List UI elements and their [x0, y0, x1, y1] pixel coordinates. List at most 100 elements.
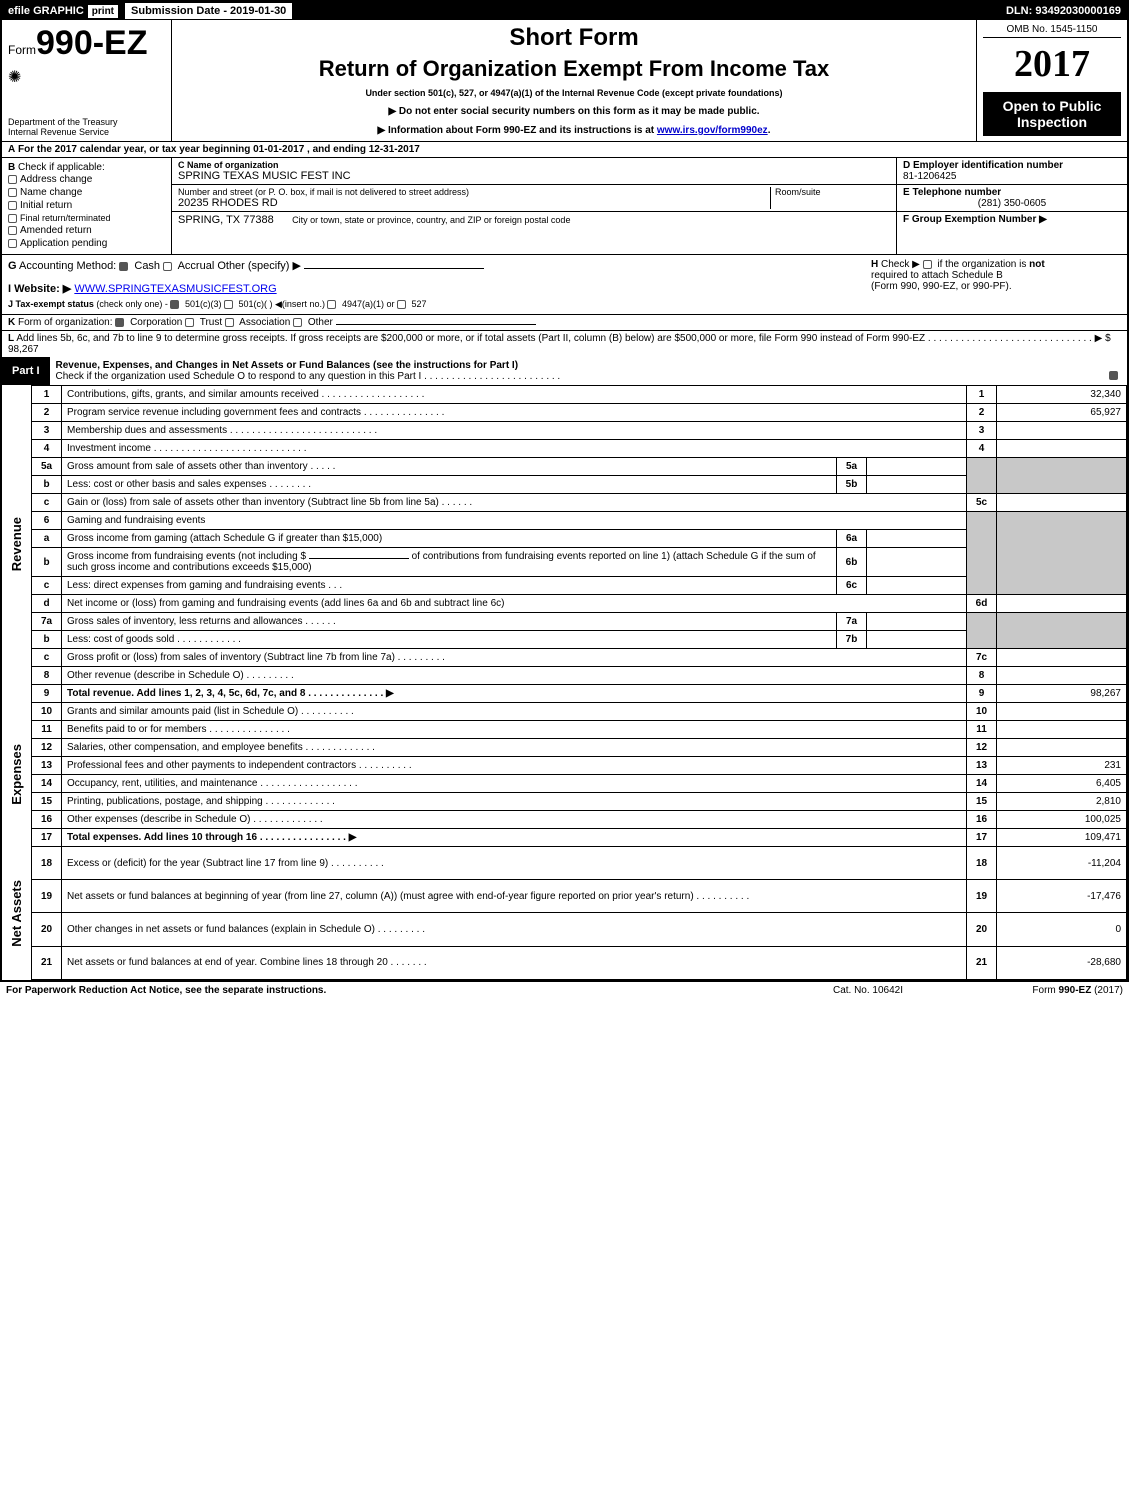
- line-8-desc: Other revenue (describe in Schedule O) .…: [62, 667, 967, 685]
- line-6b-sub: 6b: [837, 548, 867, 577]
- checkbox-trust-icon[interactable]: [185, 318, 194, 327]
- line-6b-blank[interactable]: [309, 558, 409, 559]
- c-name-label: C Name of organization: [178, 160, 890, 170]
- checkbox-accrual-icon[interactable]: [163, 262, 172, 271]
- line-5b-subval: [867, 476, 967, 494]
- line-15-desc: Printing, publications, postage, and shi…: [62, 793, 967, 811]
- line-1-box: 1: [967, 386, 997, 404]
- ein-value: 81-1206425: [903, 171, 1121, 182]
- line-11-value: [997, 721, 1127, 739]
- omb-number: OMB No. 1545-1150: [983, 24, 1121, 38]
- checkbox-icon: [8, 188, 17, 197]
- line-6a-subval: [867, 530, 967, 548]
- line-19-desc: Net assets or fund balances at beginning…: [62, 880, 967, 913]
- checkbox-icon: [8, 226, 17, 235]
- line-20-num: 20: [32, 913, 62, 946]
- ssn-warning: ▶ Do not enter social security numbers o…: [182, 106, 966, 117]
- checkbox-h-icon[interactable]: [923, 260, 932, 269]
- check-initial-return[interactable]: Initial return: [8, 199, 165, 212]
- line-18-value: -11,204: [997, 847, 1127, 880]
- irs-link[interactable]: www.irs.gov/form990ez: [657, 125, 768, 136]
- line-2-num: 2: [32, 404, 62, 422]
- line-5a-num: 5a: [32, 458, 62, 476]
- grey-cell: [967, 458, 997, 494]
- info-pre: ▶ Information about Form 990-EZ and its …: [378, 125, 657, 136]
- checkbox-501c-icon[interactable]: [224, 300, 233, 309]
- line-14-box: 14: [967, 775, 997, 793]
- return-title: Return of Organization Exempt From Incom…: [182, 56, 966, 82]
- catalog-number: Cat. No. 10642I: [793, 985, 943, 996]
- line-6-desc: Gaming and fundraising events: [62, 512, 967, 530]
- line-7b-num: b: [32, 631, 62, 649]
- line-5b-sub: 5b: [837, 476, 867, 494]
- line-3-num: 3: [32, 422, 62, 440]
- line-19-num: 19: [32, 880, 62, 913]
- line-6c-num: c: [32, 577, 62, 595]
- paperwork-notice: For Paperwork Reduction Act Notice, see …: [6, 985, 793, 996]
- line-6c-subval: [867, 577, 967, 595]
- c-city-label: City or town, state or province, country…: [292, 215, 570, 225]
- checkbox-assoc-icon[interactable]: [225, 318, 234, 327]
- line-10-value: [997, 703, 1127, 721]
- k-other-blank[interactable]: [336, 324, 536, 325]
- checkbox-cash-icon[interactable]: [119, 262, 128, 271]
- checkbox-527-icon[interactable]: [397, 300, 406, 309]
- city-state-zip: SPRING, TX 77388: [178, 214, 274, 226]
- checkbox-501c3-icon[interactable]: [170, 300, 179, 309]
- short-form-title: Short Form: [182, 24, 966, 52]
- print-button[interactable]: print: [88, 5, 118, 18]
- form-number: 990-EZ: [36, 24, 148, 62]
- header-left: Form990-EZ ✺ Department of the Treasury …: [2, 20, 172, 141]
- checkbox-4947-icon[interactable]: [327, 300, 336, 309]
- website-link[interactable]: WWW.SPRINGTEXASMUSICFEST.ORG: [74, 283, 276, 295]
- check-amended-return[interactable]: Amended return: [8, 224, 165, 237]
- line-3-value: [997, 422, 1127, 440]
- dept-treasury: Department of the Treasury: [8, 117, 178, 127]
- form-header: Form990-EZ ✺ Department of the Treasury …: [2, 20, 1127, 142]
- line-10-desc: Grants and similar amounts paid (list in…: [62, 703, 967, 721]
- d-label: D Employer identification number: [903, 160, 1121, 171]
- line-6a-sub: 6a: [837, 530, 867, 548]
- line-9-desc: Total revenue. Add lines 1, 2, 3, 4, 5c,…: [62, 685, 967, 703]
- line-a-label: A: [8, 144, 15, 155]
- line-6b-desc: Gross income from fundraising events (no…: [62, 548, 837, 577]
- revenue-side-label: Revenue: [7, 487, 26, 601]
- check-address-change[interactable]: Address change: [8, 173, 165, 186]
- g-other-blank[interactable]: [304, 268, 484, 269]
- line-5c-num: c: [32, 494, 62, 512]
- l-label: L: [8, 333, 14, 344]
- k-text: Form of organization:: [18, 317, 113, 328]
- efile-graphic-label: efile GRAPHIC print: [2, 2, 124, 20]
- g-cash: Cash: [134, 260, 160, 272]
- line-21-box: 21: [967, 946, 997, 979]
- check-final-return[interactable]: Final return/terminated: [8, 212, 165, 224]
- checkbox-corp-icon[interactable]: [115, 318, 124, 327]
- checkbox-schedule-o-icon[interactable]: [1109, 371, 1118, 380]
- section-b: B Check if applicable: Address change Na…: [2, 158, 172, 254]
- line-8-value: [997, 667, 1127, 685]
- check-application-pending[interactable]: Application pending: [8, 237, 165, 250]
- line-6a-desc: Gross income from gaming (attach Schedul…: [62, 530, 837, 548]
- check-name-change[interactable]: Name change: [8, 186, 165, 199]
- line-16-num: 16: [32, 811, 62, 829]
- line-4-value: [997, 440, 1127, 458]
- c-addr-label: Number and street (or P. O. box, if mail…: [178, 187, 770, 197]
- line-6d-num: d: [32, 595, 62, 613]
- grey-cell: [997, 512, 1127, 595]
- line-14-value: 6,405: [997, 775, 1127, 793]
- efile-text: efile GRAPHIC: [8, 5, 84, 17]
- line-9-num: 9: [32, 685, 62, 703]
- line-6-num: 6: [32, 512, 62, 530]
- form-ref: Form 990-EZ (2017): [943, 985, 1123, 996]
- line-17-num: 17: [32, 829, 62, 847]
- line-5c-desc: Gain or (loss) from sale of assets other…: [62, 494, 967, 512]
- line-13-desc: Professional fees and other payments to …: [62, 757, 967, 775]
- line-12-desc: Salaries, other compensation, and employ…: [62, 739, 967, 757]
- checkbox-other-icon[interactable]: [293, 318, 302, 327]
- expenses-side-label: Expenses: [7, 714, 26, 835]
- line-7c-box: 7c: [967, 649, 997, 667]
- header-center: Short Form Return of Organization Exempt…: [172, 20, 977, 141]
- info-post: .: [768, 125, 771, 136]
- j-hint: (check only one) -: [96, 299, 168, 309]
- checkbox-icon: [8, 239, 17, 248]
